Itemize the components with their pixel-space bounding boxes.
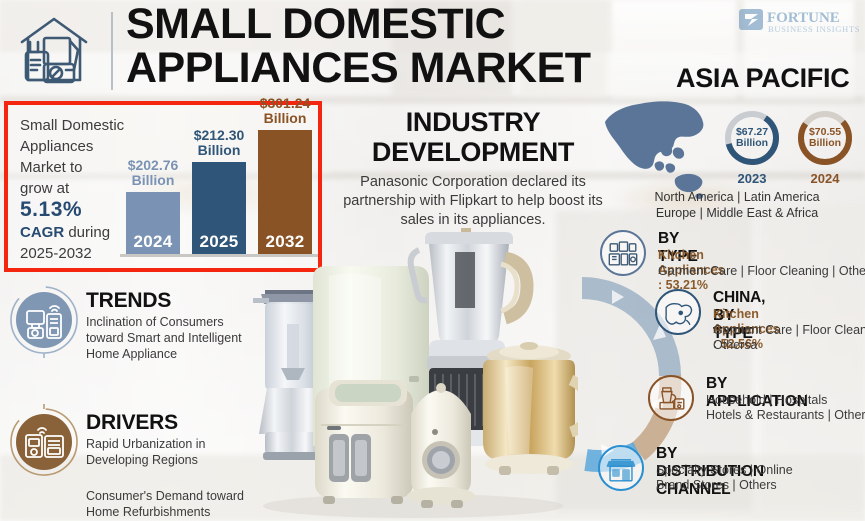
bar-value-unit-2025: Billion: [197, 142, 241, 158]
donut-2023: $67.27 Billion: [722, 108, 782, 168]
bar-value-unit-2024: Billion: [131, 172, 175, 188]
bar-rect-2025: [192, 162, 246, 254]
china-by-type-highlight: Kitchen Appliances : 52.56%: [713, 307, 780, 351]
donut-2023-label: $67.27 Billion: [722, 108, 782, 168]
china-by-type-sub-1: Garment Care | Floor Cleaning: [713, 323, 865, 337]
donut-2023-value: $67.27: [735, 125, 769, 138]
bar-value-unit-2032: Billion: [263, 110, 307, 126]
bar-year-2024: 2024: [133, 232, 173, 251]
cagr-label: CAGR: [20, 224, 65, 241]
bar-value-2025: $212.30 Billion: [184, 128, 254, 158]
bar-year-2032: 2032: [265, 232, 305, 251]
donut-2024-value: $70.55: [808, 125, 842, 138]
appliance-group-icon: [659, 387, 685, 410]
donut-2024-unit: Billion: [808, 137, 842, 149]
donut-2023-unit: Billion: [735, 137, 769, 149]
growth-line-3: Market to: [20, 159, 83, 176]
urbanization-appliance-icon: [25, 427, 64, 458]
drivers-body-2: Consumer's Demand toward Home Refurbishm…: [86, 489, 245, 519]
china-by-type-icon-circle: [655, 289, 701, 335]
market-size-bar-chart: $202.76 Billion 2024 $212.30 Billion 202…: [118, 96, 318, 269]
chart-baseline: [120, 254, 318, 257]
bar-value-2024: $202.76 Billion: [118, 158, 188, 188]
drivers-heading: DRIVERS: [86, 411, 178, 434]
bar-rect-2032: [258, 130, 312, 254]
title-line-1: SMALL DOMESTIC: [126, 0, 506, 48]
growth-highlight-box: Small Domestic Appliances Market to grow…: [4, 96, 322, 272]
china-map-icon: [665, 302, 693, 326]
donut-2024: $70.55 Billion: [795, 108, 855, 168]
growth-statement: Small Domestic Appliances Market to grow…: [20, 115, 138, 264]
trends-icon-circle: [16, 292, 72, 348]
bar-value-2032: $301.24 Billion: [250, 96, 320, 126]
trends-body: Inclination of Consumers toward Smart an…: [86, 315, 242, 361]
donut-2024-year: 2024: [810, 171, 840, 186]
asia-map-icon: [601, 88, 711, 200]
donut-2023-year: 2023: [737, 171, 767, 186]
by-application-sub-1: Household | Hospitals: [706, 393, 828, 407]
industry-development-heading: INDUSTRY DEVELOPMENT: [336, 107, 610, 167]
by-application-icon-circle: [648, 375, 694, 421]
forecast-period: 2025-2032: [20, 245, 92, 262]
growth-line-4: grow at: [20, 180, 70, 197]
fortune-business-insights-logo[interactable]: FORTUNE BUSINESS INSIGHTS: [737, 4, 859, 38]
page-title: SMALL DOMESTIC APPLIANCES MARKET: [126, 2, 636, 90]
storefront-icon: [606, 459, 636, 482]
asia-pacific-title: ASIA PACIFIC: [676, 63, 850, 93]
industry-heading-line-2: DEVELOPMENT: [371, 137, 575, 167]
bar-value-amount-2024: $202.76: [127, 157, 179, 173]
by-distribution-sub-1: Specialty Stores | Online: [656, 463, 793, 477]
header-divider: [111, 12, 113, 90]
china-by-type-heading: CHINA, BY TYPE: [713, 289, 766, 342]
bar-value-amount-2025: $212.30: [193, 127, 245, 143]
small-domestic-appliances-photo: [243, 228, 595, 521]
industry-heading-line-1: INDUSTRY: [405, 107, 541, 137]
growth-line-2: Appliances: [20, 138, 94, 155]
industry-development-section: INDUSTRY DEVELOPMENT Panasonic Corporati…: [336, 107, 610, 230]
logo-name: FORTUNE: [767, 10, 840, 26]
during-label: during: [64, 224, 111, 241]
by-distribution-icon-circle: [598, 445, 644, 491]
by-type-icon-circle: [600, 230, 646, 276]
drivers-body: Rapid Urbanization in Developing Regions: [86, 437, 206, 467]
industry-development-body: Panasonic Corporation declared its partn…: [343, 174, 603, 228]
asia-pacific-regions: North America | Latin America Europe | M…: [612, 189, 862, 221]
growth-line-1: Small Domestic: [20, 117, 125, 134]
by-distribution-sub-2: Brand Stores | Others: [656, 478, 777, 492]
donut-2024-label: $70.55 Billion: [795, 108, 855, 168]
trends-ring: [10, 286, 78, 358]
regions-line-1: North America | Latin America: [654, 190, 820, 204]
logo-subtitle: BUSINESS INSIGHTS: [768, 24, 859, 34]
bar-rect-2024: [126, 192, 180, 254]
china-by-type-sub-2: Othersa: [713, 338, 758, 352]
regions-line-2: Europe | Middle East & Africa: [655, 206, 819, 220]
by-type-highlight: Kitchen Appliances : 53.21%: [658, 248, 725, 292]
bar-year-2025: 2025: [199, 232, 239, 251]
kitchen-appliances-icon: [608, 241, 638, 266]
bar-value-amount-2032: $301.24: [259, 95, 311, 111]
title-line-2: APPLIANCES MARKET: [126, 44, 591, 92]
by-type-sub: Garment Care | Floor Cleaning | Others: [658, 264, 865, 278]
trends-heading: TRENDS: [86, 289, 172, 312]
by-application-sub-2: Hotels & Restaurants | Others: [706, 408, 865, 422]
cagr-value: 5.13%: [20, 198, 83, 221]
by-distribution-heading: BY DISTRIBUTION CHANNEL: [656, 445, 764, 498]
by-application-heading: BY APPLICATION: [706, 375, 808, 410]
drivers-icon-circle: [16, 414, 72, 470]
house-appliances-icon: [8, 8, 100, 94]
drivers-ring: [10, 404, 78, 476]
smart-appliance-icon: [26, 305, 62, 339]
by-type-heading: BY TYPE: [658, 230, 698, 265]
